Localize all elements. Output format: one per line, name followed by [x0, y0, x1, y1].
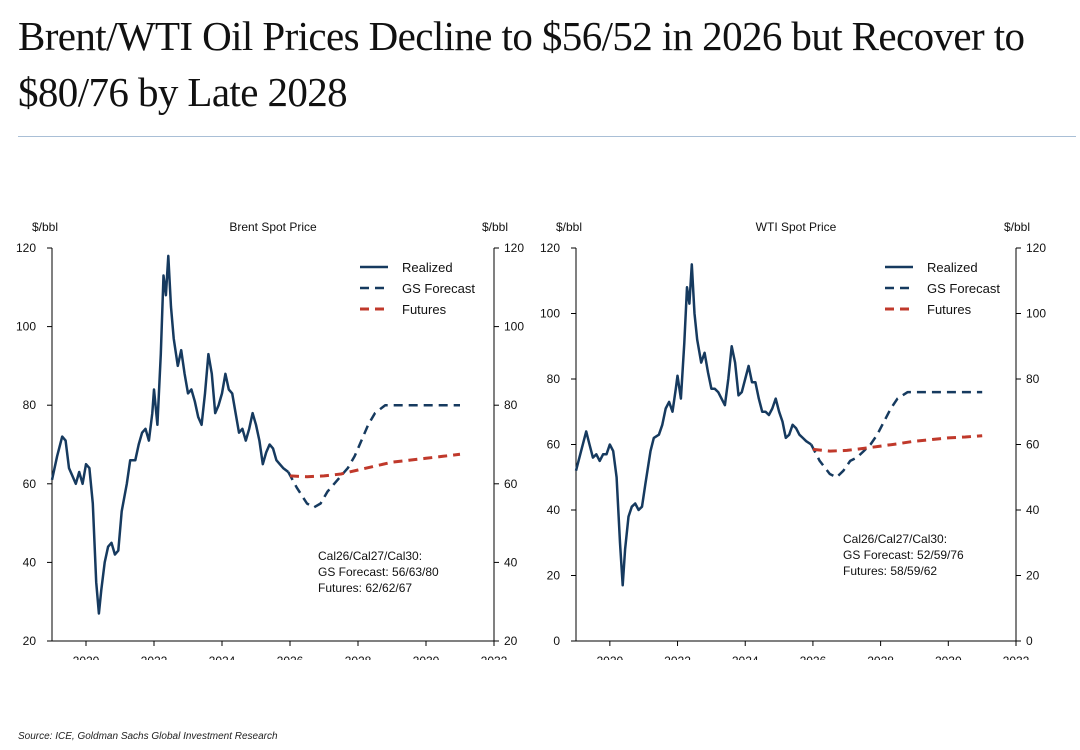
- annotation-line: Cal26/Cal27/Cal30:: [843, 532, 947, 546]
- wti-chart: $/bbl $/bbl WTI Spot Price 0 20 40 60 80 100 120 0…: [540, 220, 1046, 660]
- series-realized: [574, 263, 812, 587]
- y-tick-label-left: 60: [547, 438, 561, 452]
- y-tick-label-left: 60: [23, 477, 37, 491]
- y-tick-label-left: 20: [547, 569, 561, 583]
- chart-title: Brent Spot Price: [229, 220, 317, 234]
- page-title: Brent/WTI Oil Prices Decline to $56/52 i…: [18, 13, 1025, 115]
- y-tick-label-left: 100: [16, 320, 36, 334]
- x-tick-label: 2028: [867, 654, 894, 660]
- x-tick-label: 2024: [209, 654, 236, 660]
- chart-title: WTI Spot Price: [756, 220, 837, 234]
- y-tick-label-right: 120: [504, 241, 524, 255]
- y-tick-label-left: 20: [23, 634, 37, 648]
- source-note: Source: ICE, Goldman Sachs Global Invest…: [18, 731, 278, 742]
- legend-label: GS Forecast: [927, 281, 1000, 296]
- annotation-line: Cal26/Cal27/Cal30:: [318, 549, 422, 563]
- x-tick-label: 2022: [664, 654, 691, 660]
- series-futures: [812, 434, 983, 453]
- legend-label: Futures: [927, 302, 972, 317]
- y-tick-label-right: 40: [1026, 503, 1040, 517]
- y-tick-label-right: 100: [1026, 307, 1046, 321]
- legend-label: Realized: [927, 260, 978, 275]
- y-tick-label-left: 40: [23, 555, 37, 569]
- series-gs-forecast: [810, 390, 983, 479]
- legend-label: GS Forecast: [402, 281, 475, 296]
- y-tick-label-right: 60: [504, 477, 518, 491]
- series-futures: [289, 452, 461, 479]
- y-axis-right-label: $/bbl: [1004, 220, 1030, 234]
- y-tick-label-left: 0: [553, 634, 560, 648]
- y-tick-label-left: 40: [547, 503, 561, 517]
- y-tick-label-right: 80: [1026, 372, 1040, 386]
- x-tick-label: 2024: [732, 654, 759, 660]
- y-tick-label-right: 40: [504, 555, 518, 569]
- series-gs-forecast: [287, 403, 460, 509]
- series-realized: [50, 254, 290, 615]
- y-tick-label-left: 120: [540, 241, 560, 255]
- y-tick-label-right: 20: [504, 634, 518, 648]
- y-tick-label-left: 80: [23, 398, 37, 412]
- annotation-line: Futures: 62/62/67: [318, 581, 412, 595]
- x-tick-label: 2030: [413, 654, 440, 660]
- y-axis-right-label: $/bbl: [482, 220, 508, 234]
- y-tick-label-left: 80: [547, 372, 561, 386]
- y-tick-label-right: 60: [1026, 438, 1040, 452]
- x-tick-label: 2026: [277, 654, 304, 660]
- y-axis-left-label: $/bbl: [556, 220, 582, 234]
- annotation-line: Futures: 58/59/62: [843, 564, 937, 578]
- legend-label: Realized: [402, 260, 453, 275]
- annotation-line: GS Forecast: 52/59/76: [843, 548, 964, 562]
- y-tick-label-left: 120: [16, 241, 36, 255]
- x-tick-label: 2032: [481, 654, 508, 660]
- title-divider: [18, 136, 1076, 137]
- x-tick-label: 2030: [935, 654, 962, 660]
- brent-chart: $/bbl $/bbl Brent Spot Price 20 40 60 80 100 120…: [16, 220, 524, 660]
- x-tick-label: 2022: [141, 654, 168, 660]
- y-axis-left-label: $/bbl: [32, 220, 58, 234]
- y-tick-label-right: 20: [1026, 569, 1040, 583]
- y-tick-label-right: 0: [1026, 634, 1033, 648]
- y-tick-label-right: 100: [504, 320, 524, 334]
- x-tick-label: 2032: [1003, 654, 1030, 660]
- x-tick-label: 2026: [800, 654, 827, 660]
- legend-label: Futures: [402, 302, 447, 317]
- x-tick-label: 2028: [345, 654, 372, 660]
- y-tick-label-right: 120: [1026, 241, 1046, 255]
- annotation-line: GS Forecast: 56/63/80: [318, 565, 439, 579]
- y-tick-label-left: 100: [540, 307, 560, 321]
- y-tick-label-right: 80: [504, 398, 518, 412]
